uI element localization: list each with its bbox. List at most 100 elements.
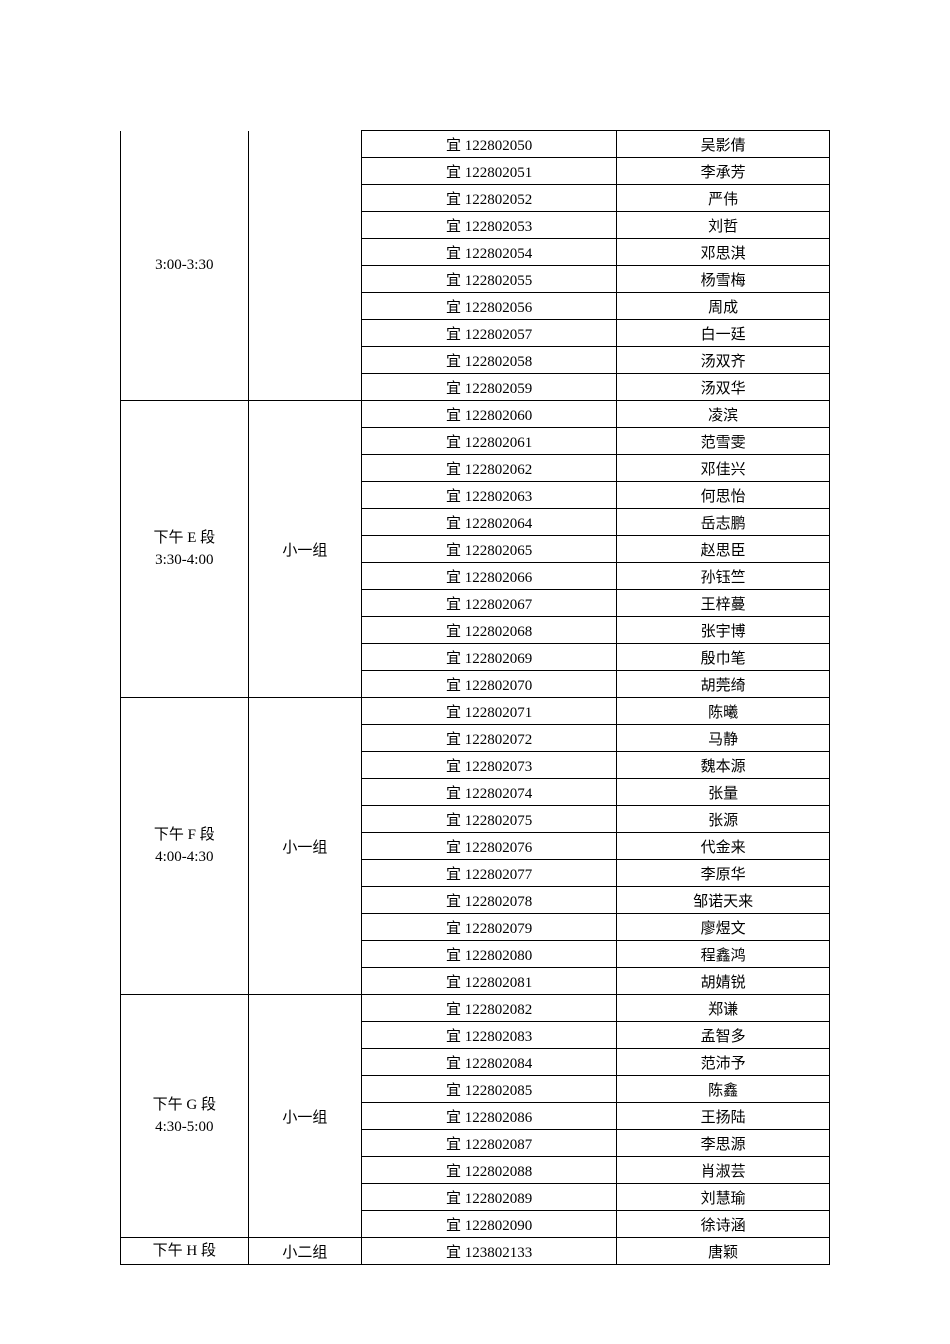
id-cell: 宜 122802086 [362,1103,617,1130]
name-cell: 邓佳兴 [617,455,830,482]
name-cell: 张量 [617,779,830,806]
group-cell: 小一组 [248,401,361,698]
name-cell: 范沛予 [617,1049,830,1076]
name-cell: 陈鑫 [617,1076,830,1103]
name-cell: 郑谦 [617,995,830,1022]
group-cell [248,131,361,401]
name-cell: 范雪雯 [617,428,830,455]
id-cell: 宜 122802062 [362,455,617,482]
name-cell: 邹诺天来 [617,887,830,914]
group-cell: 小一组 [248,995,361,1238]
name-cell: 李思源 [617,1130,830,1157]
session-cell: 下午 H 段 [121,1238,249,1265]
id-cell: 宜 122802083 [362,1022,617,1049]
id-cell: 宜 123802133 [362,1238,617,1265]
id-cell: 宜 122802053 [362,212,617,239]
id-cell: 宜 122802067 [362,590,617,617]
name-cell: 张源 [617,806,830,833]
id-cell: 宜 122802080 [362,941,617,968]
id-cell: 宜 122802059 [362,374,617,401]
id-cell: 宜 122802057 [362,320,617,347]
id-cell: 宜 122802079 [362,914,617,941]
session-cell: 下午 G 段4:30-5:00 [121,995,249,1238]
name-cell: 程鑫鸿 [617,941,830,968]
id-cell: 宜 122802085 [362,1076,617,1103]
id-cell: 宜 122802076 [362,833,617,860]
group-cell: 小一组 [248,698,361,995]
name-cell: 王扬陆 [617,1103,830,1130]
table-row: 下午 E 段3:30-4:00小一组宜 122802060凌滨 [121,401,830,428]
id-cell: 宜 122802077 [362,860,617,887]
id-cell: 宜 122802084 [362,1049,617,1076]
id-cell: 宜 122802064 [362,509,617,536]
id-cell: 宜 122802065 [362,536,617,563]
id-cell: 宜 122802081 [362,968,617,995]
name-cell: 代金来 [617,833,830,860]
name-cell: 马静 [617,725,830,752]
id-cell: 宜 122802078 [362,887,617,914]
name-cell: 汤双华 [617,374,830,401]
table-row: 3:00-3:30宜 122802050吴影倩 [121,131,830,158]
id-cell: 宜 122802055 [362,266,617,293]
id-cell: 宜 122802063 [362,482,617,509]
name-cell: 刘慧瑜 [617,1184,830,1211]
name-cell: 孙钰竺 [617,563,830,590]
name-cell: 魏本源 [617,752,830,779]
id-cell: 宜 122802069 [362,644,617,671]
id-cell: 宜 122802070 [362,671,617,698]
id-cell: 宜 122802073 [362,752,617,779]
name-cell: 周成 [617,293,830,320]
id-cell: 宜 122802060 [362,401,617,428]
id-cell: 宜 122802054 [362,239,617,266]
name-cell: 杨雪梅 [617,266,830,293]
name-cell: 胡莞绮 [617,671,830,698]
id-cell: 宜 122802072 [362,725,617,752]
name-cell: 陈曦 [617,698,830,725]
name-cell: 王梓蔓 [617,590,830,617]
id-cell: 宜 122802089 [362,1184,617,1211]
name-cell: 李原华 [617,860,830,887]
id-cell: 宜 122802090 [362,1211,617,1238]
table-row: 下午 G 段4:30-5:00小一组宜 122802082郑谦 [121,995,830,1022]
schedule-table: 3:00-3:30宜 122802050吴影倩宜 122802051李承芳宜 1… [120,130,830,1265]
name-cell: 殷巾笔 [617,644,830,671]
id-cell: 宜 122802068 [362,617,617,644]
table-row: 下午 H 段小二组宜 123802133唐颖 [121,1238,830,1265]
id-cell: 宜 122802056 [362,293,617,320]
id-cell: 宜 122802075 [362,806,617,833]
name-cell: 廖煜文 [617,914,830,941]
id-cell: 宜 122802082 [362,995,617,1022]
id-cell: 宜 122802074 [362,779,617,806]
name-cell: 胡婧锐 [617,968,830,995]
name-cell: 李承芳 [617,158,830,185]
name-cell: 邓思淇 [617,239,830,266]
name-cell: 徐诗涵 [617,1211,830,1238]
name-cell: 唐颖 [617,1238,830,1265]
name-cell: 赵思臣 [617,536,830,563]
name-cell: 岳志鹏 [617,509,830,536]
id-cell: 宜 122802061 [362,428,617,455]
name-cell: 汤双齐 [617,347,830,374]
id-cell: 宜 122802066 [362,563,617,590]
name-cell: 吴影倩 [617,131,830,158]
name-cell: 张宇博 [617,617,830,644]
name-cell: 何思怡 [617,482,830,509]
name-cell: 肖淑芸 [617,1157,830,1184]
id-cell: 宜 122802050 [362,131,617,158]
id-cell: 宜 122802071 [362,698,617,725]
name-cell: 刘哲 [617,212,830,239]
session-cell: 下午 E 段3:30-4:00 [121,401,249,698]
id-cell: 宜 122802058 [362,347,617,374]
id-cell: 宜 122802088 [362,1157,617,1184]
id-cell: 宜 122802052 [362,185,617,212]
name-cell: 严伟 [617,185,830,212]
id-cell: 宜 122802087 [362,1130,617,1157]
group-cell: 小二组 [248,1238,361,1265]
id-cell: 宜 122802051 [362,158,617,185]
name-cell: 凌滨 [617,401,830,428]
name-cell: 白一廷 [617,320,830,347]
table-row: 下午 F 段4:00-4:30小一组宜 122802071陈曦 [121,698,830,725]
session-cell: 下午 F 段4:00-4:30 [121,698,249,995]
name-cell: 孟智多 [617,1022,830,1049]
session-cell: 3:00-3:30 [121,131,249,401]
